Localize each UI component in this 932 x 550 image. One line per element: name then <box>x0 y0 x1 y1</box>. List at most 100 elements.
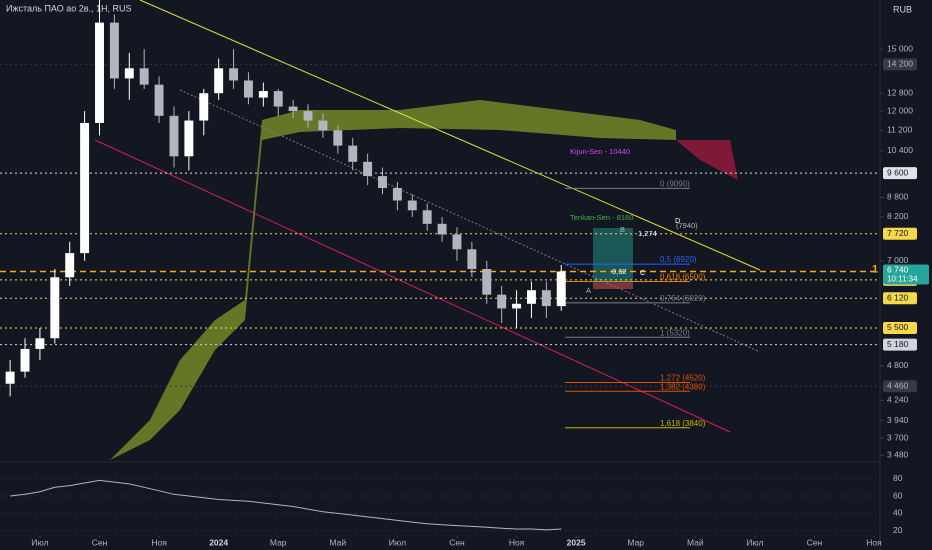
osc-tick-label: 60 <box>893 490 903 500</box>
currency: RUB <box>893 4 912 14</box>
osc-tick-label: 80 <box>893 473 903 483</box>
candle-body <box>124 68 134 79</box>
y-tick-label: 4 240 <box>887 395 909 405</box>
fib-label: 0,764 (6020) <box>660 294 706 303</box>
y-tick-label: 3 480 <box>887 449 909 459</box>
fib-label: 1,382 (4380) <box>660 382 706 391</box>
candle-body <box>229 68 239 81</box>
x-tick-label: Сен <box>807 537 823 547</box>
candle-body <box>243 80 253 98</box>
candle-body <box>318 120 328 131</box>
y-tick-label: 7 000 <box>887 255 909 265</box>
x-tick-label: Июл <box>389 537 406 547</box>
y-tick-label: 4 460 <box>887 380 909 390</box>
candle-body <box>333 130 343 146</box>
y-tick-label: 7 720 <box>887 228 909 238</box>
candle-body <box>273 91 283 107</box>
candle-body <box>437 223 447 235</box>
price-tag <box>883 292 917 305</box>
fib-label: 1,618 (3840) <box>660 419 706 428</box>
x-tick-label: Сен <box>449 537 465 547</box>
candle-body <box>154 84 164 116</box>
fib-label: 0,5 (6920) <box>660 255 697 264</box>
y-tick-label: 5 180 <box>887 339 909 349</box>
annotation: 1,274 <box>638 229 657 238</box>
fib-label: 1 (5320) <box>660 328 690 337</box>
x-tick-label: Май <box>687 537 704 547</box>
candle-body <box>288 106 298 112</box>
y-tick-label: 8 200 <box>887 211 909 221</box>
candle-body <box>378 176 387 189</box>
annotation: Kijun-Sen - 10440 <box>570 147 630 156</box>
position-box <box>593 283 633 289</box>
x-tick-label: Мар <box>270 537 287 547</box>
oscillator-line <box>10 479 562 531</box>
position-box <box>593 228 633 283</box>
y-tick-label: 8 800 <box>887 192 909 202</box>
candle-body <box>109 22 119 79</box>
x-tick-label: Июл <box>31 537 48 547</box>
price-tag <box>883 321 917 334</box>
x-tick-label: Сен <box>92 537 108 547</box>
x-tick-label: 2024 <box>209 537 228 547</box>
y-tick-label: 3 700 <box>887 432 909 442</box>
candle-body <box>303 111 313 121</box>
y-tick-label: 5 500 <box>887 322 909 332</box>
annotation: D <box>675 216 681 225</box>
countdown: 10:11:34 <box>887 275 918 284</box>
y-tick-label: 12 000 <box>887 105 913 115</box>
annotation: 0,62 <box>612 267 627 276</box>
annotation: B <box>620 225 625 234</box>
y-tick-label: 6 120 <box>887 293 909 303</box>
candle-body <box>65 253 75 278</box>
x-tick-label: Ноя <box>151 537 167 547</box>
candle-body <box>482 268 492 295</box>
candle-body <box>139 68 149 85</box>
candle-body <box>363 161 373 177</box>
x-tick-label: Июл <box>746 537 763 547</box>
alert-marker: 1 <box>872 263 878 275</box>
candle-body <box>199 93 209 121</box>
trend-line <box>139 0 761 271</box>
fib-label: 0,618 (6500) <box>660 273 706 282</box>
candle-body <box>184 120 194 157</box>
x-tick-label: Мар <box>627 537 644 547</box>
y-tick-label: 9 600 <box>887 167 909 177</box>
candle-body <box>258 91 268 98</box>
cloud-future <box>676 140 738 180</box>
annotation: (7940) <box>676 221 698 230</box>
candle-body <box>422 210 432 224</box>
ichimoku-cloud <box>110 100 676 460</box>
fib-label: 0 (9090) <box>660 179 690 188</box>
candle-body <box>467 249 477 269</box>
candle-body <box>169 115 179 157</box>
candle-body <box>497 294 507 309</box>
price-tag <box>883 167 917 180</box>
price-tag <box>883 380 917 393</box>
candle-body <box>348 145 358 162</box>
candle-body <box>452 234 462 250</box>
candle-body <box>80 122 90 254</box>
price-tag <box>883 58 917 71</box>
candle-body <box>214 68 224 94</box>
candle-body <box>526 290 536 304</box>
y-tick-label: 3 940 <box>887 415 909 425</box>
price-tag <box>883 227 917 240</box>
candle-body <box>95 22 104 123</box>
fib-label: 1,272 (4520) <box>660 374 706 383</box>
y-tick-label: 15 000 <box>887 43 913 53</box>
y-tick-label: 4 800 <box>887 360 909 370</box>
x-tick-label: Ноя <box>866 537 882 547</box>
candle-body <box>50 277 60 339</box>
y-tick-label: 14 200 <box>887 59 913 69</box>
candle-body <box>541 290 551 307</box>
candle-body <box>512 303 522 309</box>
candle-body <box>20 348 30 372</box>
candle-body <box>392 188 402 201</box>
last-price-tag <box>883 264 929 285</box>
osc-tick-label: 20 <box>893 525 903 535</box>
candle-body <box>35 338 45 349</box>
